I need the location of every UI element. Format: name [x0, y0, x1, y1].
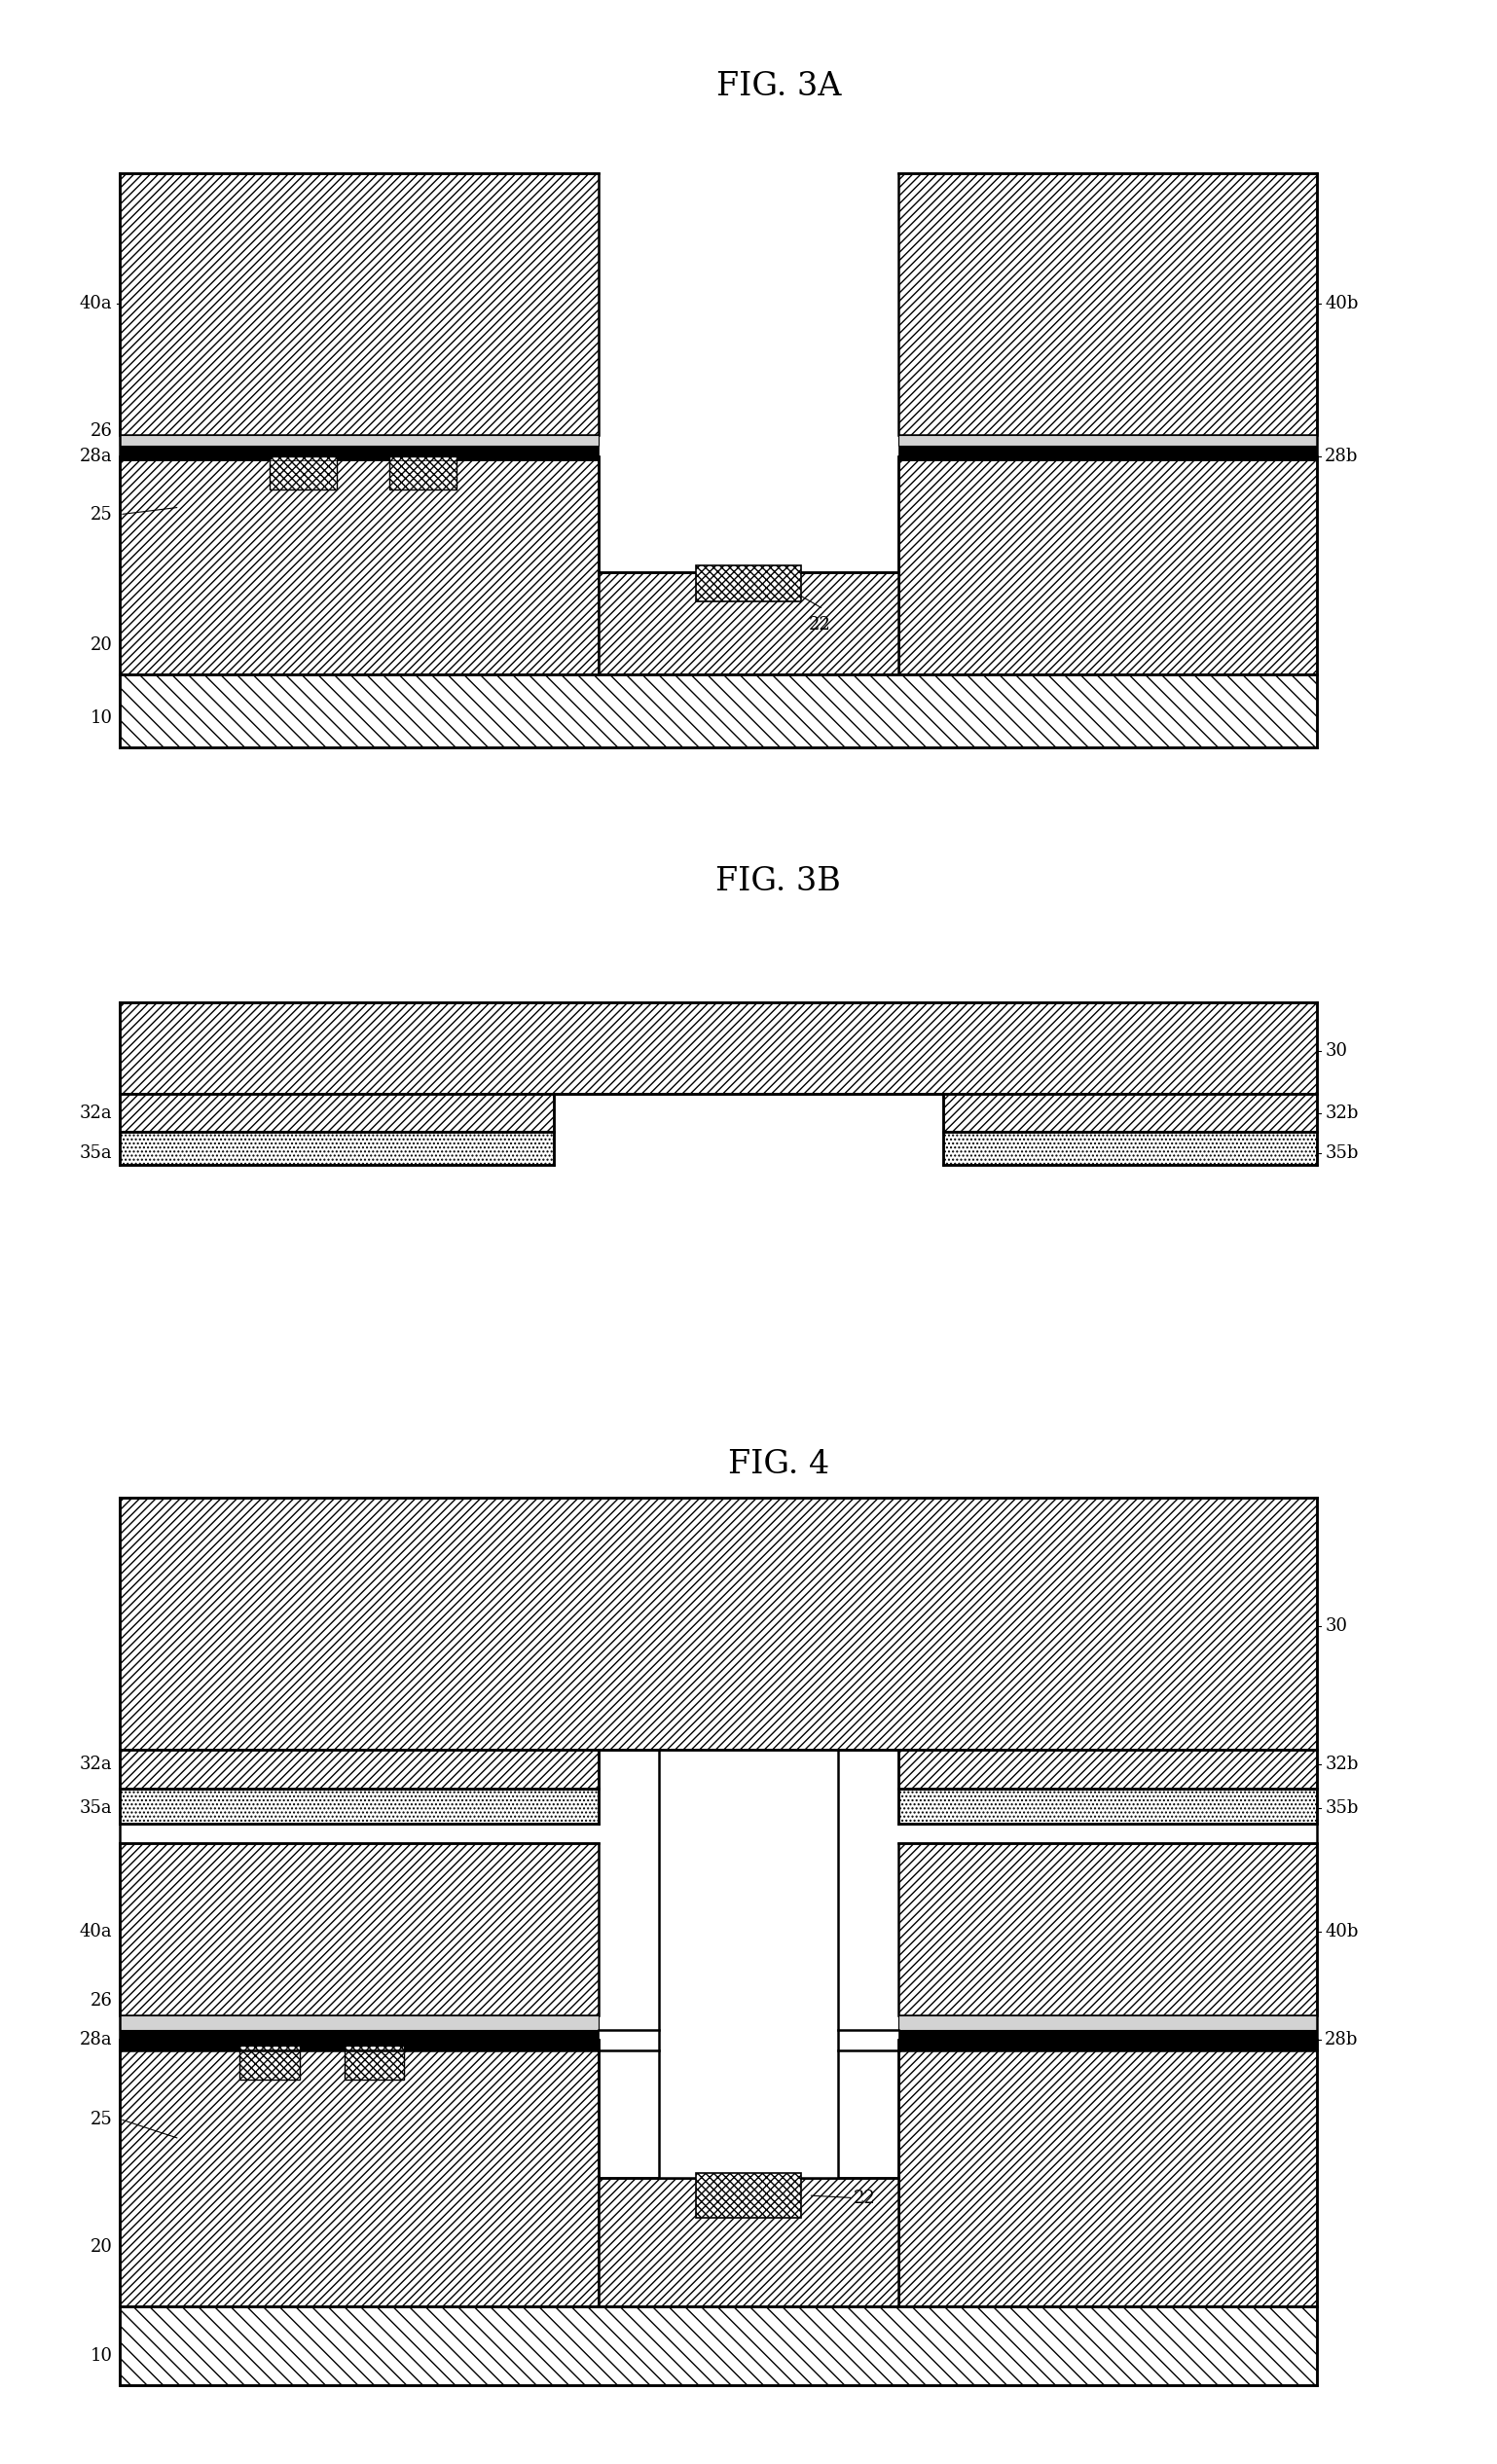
- Text: 32b: 32b: [1325, 1754, 1358, 1774]
- Bar: [696, 564, 801, 601]
- Bar: [120, 675, 1317, 747]
- Text: 30: 30: [1325, 1616, 1347, 1636]
- Text: 40a: 40a: [79, 1922, 112, 1942]
- Text: 25: 25: [90, 505, 112, 522]
- Bar: [898, 1843, 1317, 2016]
- Text: 26: 26: [90, 421, 112, 439]
- Bar: [898, 446, 1317, 461]
- Text: 28b: 28b: [1325, 448, 1358, 466]
- Text: 40b: 40b: [1325, 1922, 1358, 1942]
- Text: FIG. 3B: FIG. 3B: [716, 867, 841, 897]
- Text: 10: 10: [90, 710, 112, 727]
- Bar: [344, 2045, 404, 2080]
- Bar: [898, 2016, 1317, 2030]
- Text: 30: 30: [1325, 1042, 1347, 1060]
- Text: 35a: 35a: [79, 1146, 112, 1163]
- Text: 35b: 35b: [1325, 1146, 1358, 1163]
- Text: 35a: 35a: [79, 1799, 112, 1818]
- Bar: [898, 434, 1317, 446]
- Bar: [943, 1094, 1317, 1131]
- Bar: [120, 446, 599, 461]
- Text: 25: 25: [90, 2109, 112, 2129]
- Bar: [943, 1131, 1317, 1165]
- Bar: [120, 1749, 599, 1789]
- Text: 22: 22: [808, 616, 831, 633]
- Text: 20: 20: [90, 636, 112, 653]
- Text: 10: 10: [90, 2346, 112, 2365]
- Bar: [120, 456, 599, 675]
- Text: FIG. 3A: FIG. 3A: [716, 71, 841, 101]
- Bar: [120, 2030, 599, 2050]
- Text: 32a: 32a: [79, 1104, 112, 1121]
- Bar: [120, 1003, 1317, 1094]
- Bar: [696, 2173, 801, 2218]
- Bar: [120, 1131, 554, 1165]
- Bar: [898, 2040, 1317, 2306]
- Text: 28a: 28a: [79, 2030, 112, 2050]
- Text: 28b: 28b: [1325, 2030, 1358, 2050]
- Bar: [599, 2178, 898, 2306]
- Text: 32a: 32a: [79, 1754, 112, 1774]
- Bar: [120, 1789, 599, 1823]
- Bar: [120, 2040, 599, 2306]
- Text: 40a: 40a: [79, 296, 112, 313]
- Bar: [120, 172, 599, 434]
- Text: 32b: 32b: [1325, 1104, 1358, 1121]
- Bar: [898, 1749, 1317, 1789]
- Bar: [120, 434, 599, 446]
- Bar: [120, 1843, 599, 2016]
- Text: FIG. 4: FIG. 4: [728, 1449, 829, 1481]
- Bar: [120, 2016, 599, 2030]
- Bar: [898, 456, 1317, 675]
- Text: 35b: 35b: [1325, 1799, 1358, 1818]
- Bar: [269, 456, 337, 488]
- Bar: [599, 572, 898, 675]
- Text: 28a: 28a: [79, 448, 112, 466]
- Text: 26: 26: [90, 1991, 112, 2011]
- Text: 20: 20: [90, 2237, 112, 2257]
- Text: 40b: 40b: [1325, 296, 1358, 313]
- Bar: [898, 172, 1317, 434]
- Bar: [120, 2306, 1317, 2385]
- Bar: [389, 456, 457, 488]
- Bar: [659, 1749, 838, 2178]
- Bar: [240, 2045, 299, 2080]
- Bar: [120, 1094, 554, 1131]
- Bar: [898, 2030, 1317, 2050]
- Bar: [898, 1789, 1317, 1823]
- Bar: [120, 1498, 1317, 1749]
- Text: 22: 22: [853, 2188, 876, 2208]
